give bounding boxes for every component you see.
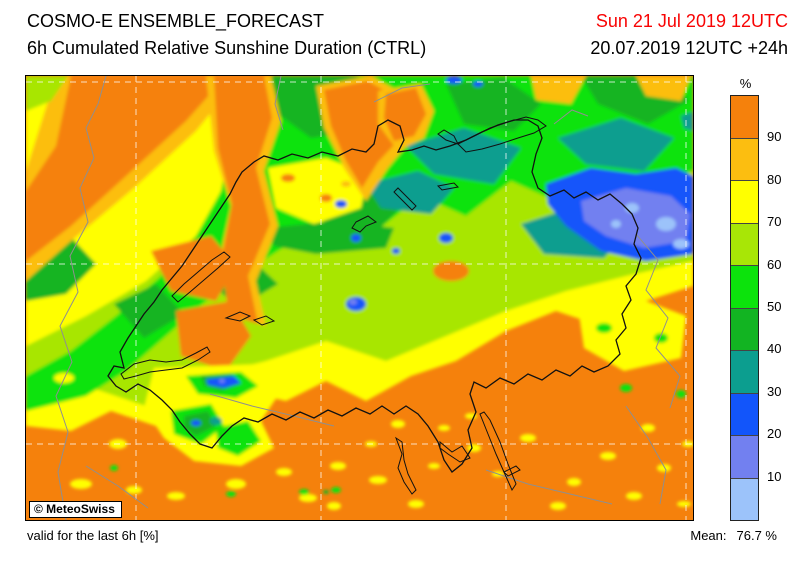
legend-tick-label: 10 — [767, 468, 782, 484]
validity-note: valid for the last 6h [%] — [27, 528, 159, 543]
legend-band — [731, 478, 758, 520]
lake-outlines — [120, 116, 547, 495]
color-legend: % 90 80 70 60 50 40 30 20 10 — [730, 76, 800, 521]
legend-tick-label: 60 — [767, 256, 782, 272]
page-title: COSMO-E ENSEMBLE_FORECAST — [27, 11, 325, 31]
legend-tick-label: 80 — [767, 171, 782, 187]
legend-tick-label: 30 — [767, 383, 782, 399]
legend-tick-label: 70 — [767, 214, 782, 230]
forecast-map: © MeteoSwiss — [25, 75, 694, 521]
copyright-badge: © MeteoSwiss — [29, 501, 122, 518]
legend-band — [731, 393, 758, 436]
mean-label: Mean: — [690, 528, 727, 543]
page-subtitle: 6h Cumulated Relative Sunshine Duration … — [27, 38, 427, 58]
swiss-border — [107, 119, 642, 473]
legend-tick-label: 90 — [767, 129, 782, 145]
legend-band — [731, 223, 758, 266]
sunshine-field-map — [26, 76, 693, 520]
legend-bar — [730, 95, 759, 521]
valid-time-label: Sun 21 Jul 2019 12UTC — [595, 11, 788, 31]
legend-band — [731, 181, 758, 224]
legend-band — [731, 436, 758, 479]
national-borders — [55, 76, 681, 520]
legend-band — [731, 308, 758, 351]
legend-tick-label: 40 — [767, 341, 782, 357]
legend-tick-label: 20 — [767, 426, 782, 442]
legend-band — [731, 266, 758, 309]
legend-unit-label: % — [739, 76, 752, 91]
legend-tick-label: 50 — [767, 299, 782, 314]
mean-value-readout: Mean: 76.7 % — [690, 528, 777, 543]
legend-band — [731, 351, 758, 394]
sunshine-field-blobs — [26, 76, 693, 510]
model-run-label: 20.07.2019 12UTC +24h — [590, 38, 788, 58]
latlon-gridlines — [26, 76, 693, 520]
mean-value: 76.7 % — [736, 528, 777, 543]
legend-band — [731, 96, 758, 139]
legend-band — [731, 138, 758, 181]
